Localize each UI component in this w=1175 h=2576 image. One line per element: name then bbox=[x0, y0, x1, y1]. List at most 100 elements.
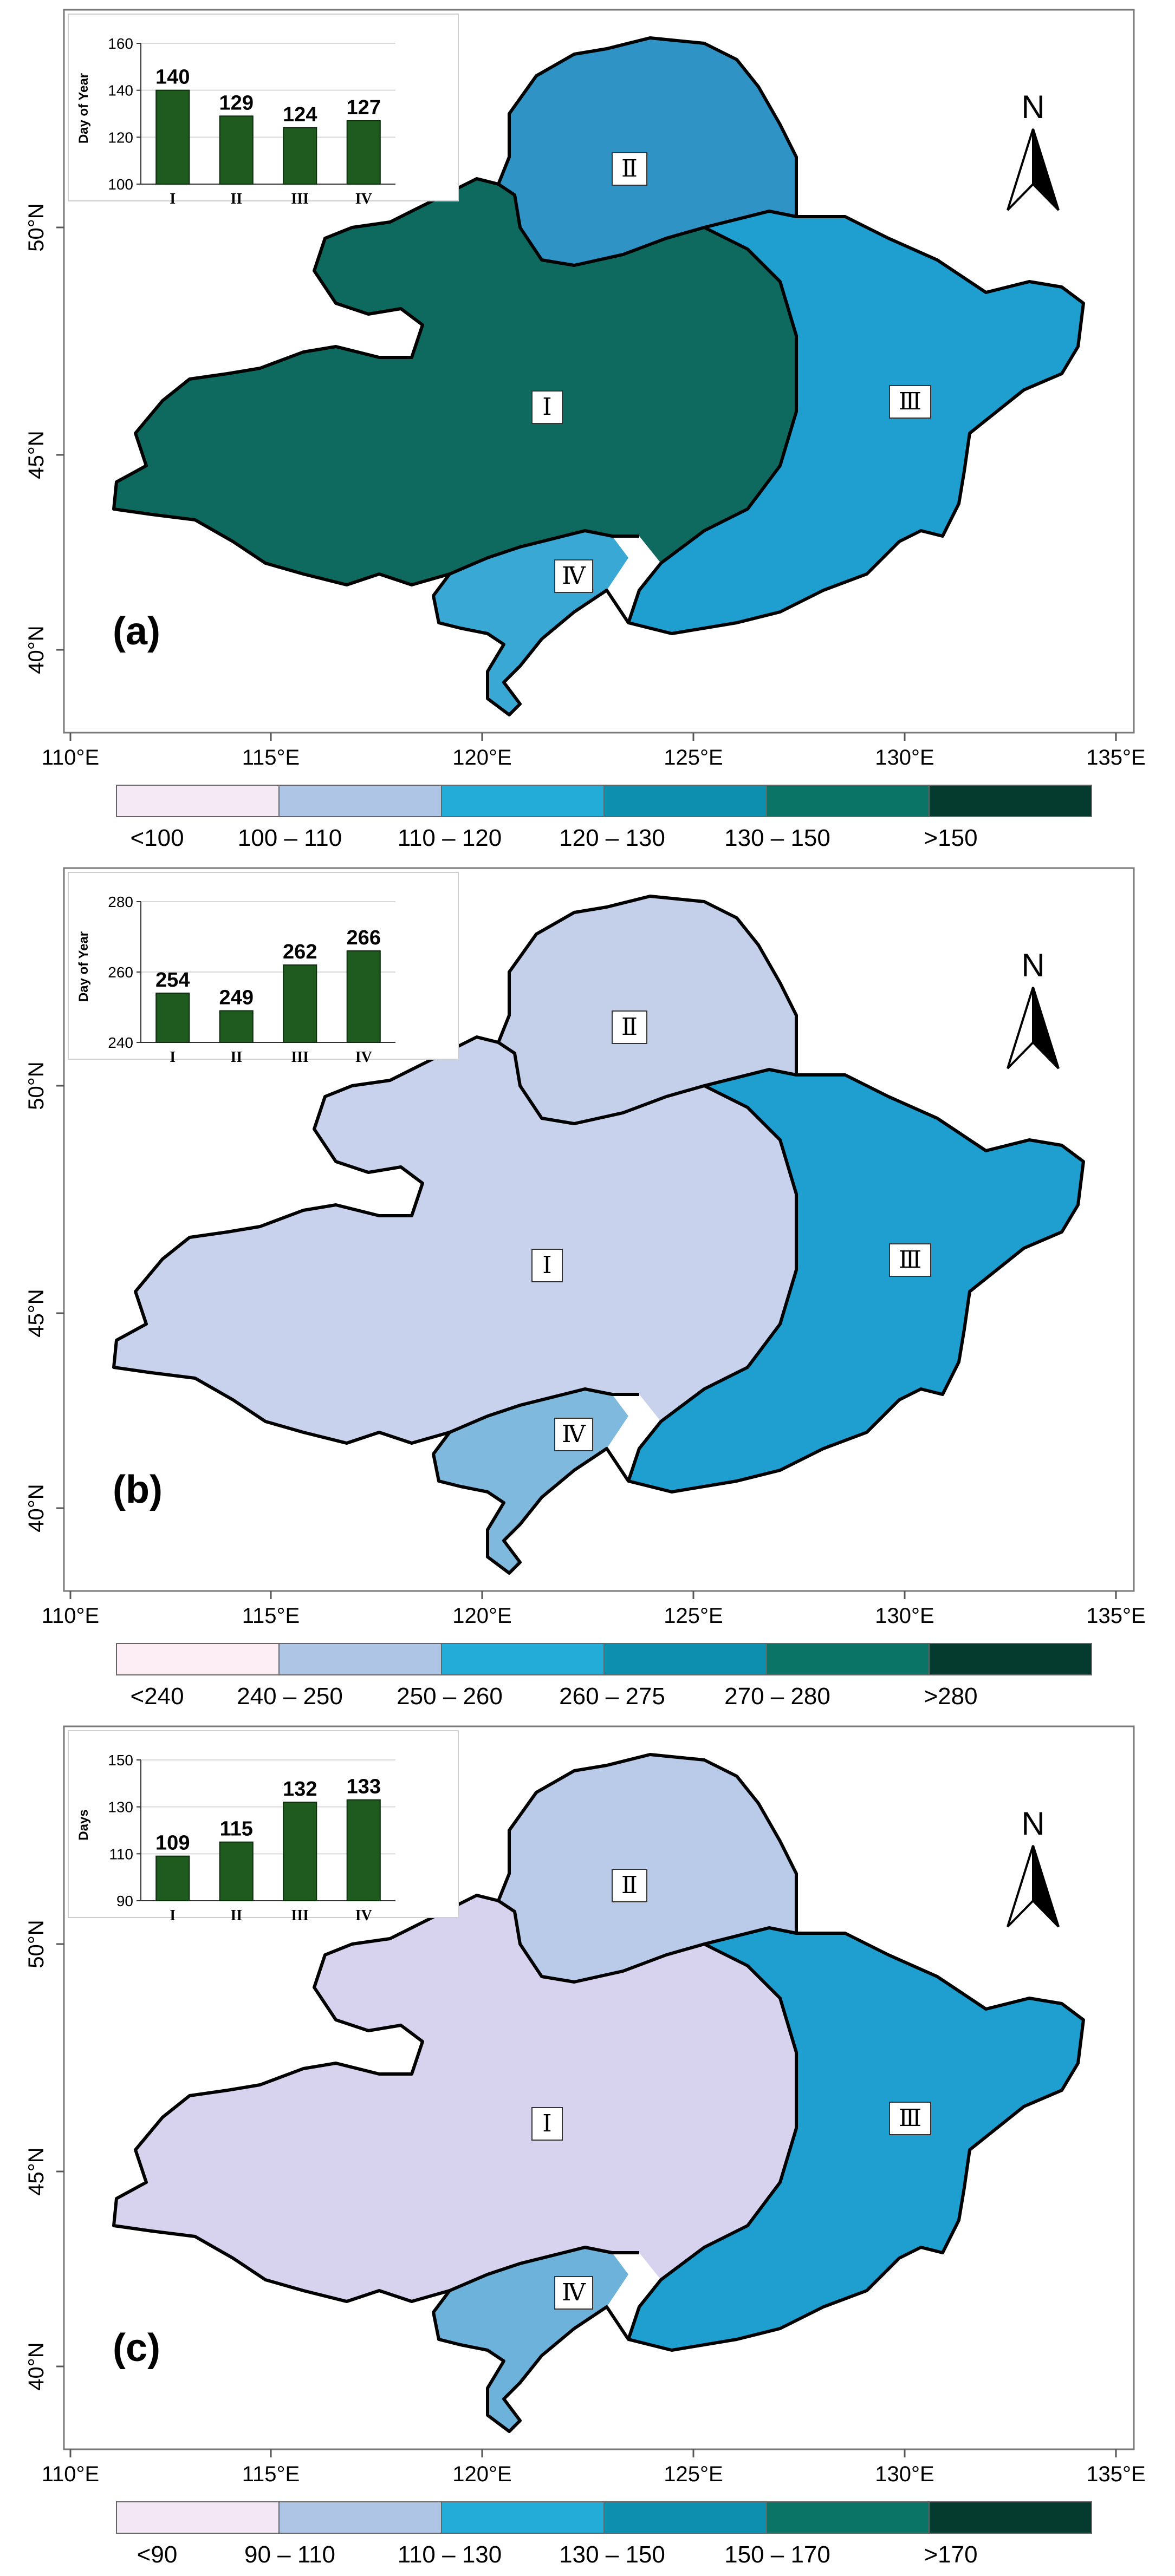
inset-y-tick-label: 150 bbox=[108, 1752, 133, 1769]
inset-y-tick-label: 240 bbox=[108, 1034, 133, 1051]
legend-swatch bbox=[766, 1643, 930, 1675]
svg-text:Ⅳ: Ⅳ bbox=[562, 2279, 586, 2306]
svg-text:Ⅲ: Ⅲ bbox=[899, 1247, 921, 1273]
legend-swatch bbox=[116, 2501, 280, 2534]
inset-y-axis-label: Day of Year bbox=[76, 931, 91, 1002]
legend-swatch bbox=[603, 1643, 767, 1675]
lon-tick-label: 110°E bbox=[42, 1604, 99, 1628]
region-label-iii: Ⅲ bbox=[889, 1243, 931, 1277]
inset-y-tick-label: 160 bbox=[108, 35, 133, 52]
inset-x-tick-label: III bbox=[291, 1907, 309, 1924]
legend-swatch bbox=[116, 785, 280, 817]
svg-text:Ⅰ: Ⅰ bbox=[542, 1252, 551, 1279]
map-panel-a: Ⅰ Ⅱ Ⅲ Ⅳ N (a) 110°E 115°E bbox=[0, 0, 1175, 856]
lon-tick-label: 135°E bbox=[1086, 2462, 1145, 2486]
svg-text:N: N bbox=[1021, 947, 1044, 983]
legend-label: >280 bbox=[924, 1683, 977, 1710]
inset-bar-ii bbox=[219, 115, 254, 185]
legend-label: >170 bbox=[924, 2541, 977, 2568]
inset-bar-value-label: 140 bbox=[155, 66, 190, 89]
inset-bar-value-label: 132 bbox=[283, 1778, 317, 1801]
lon-tick-label: 120°E bbox=[452, 1604, 511, 1628]
region-label-iii: Ⅲ bbox=[889, 2102, 931, 2135]
inset-bar-chart: Day of Year 100 120 140 160 140 I 129 II 124 III 1… bbox=[68, 14, 459, 207]
lon-tick-label: 120°E bbox=[452, 746, 511, 769]
inset-x-tick-label: IV bbox=[355, 1907, 372, 1924]
svg-text:N: N bbox=[1021, 89, 1044, 125]
inset-bar-iii bbox=[283, 964, 317, 1043]
territory-outline bbox=[112, 895, 1085, 1575]
region-i-area bbox=[114, 1037, 796, 1443]
inset-bar-iii bbox=[283, 1802, 317, 1901]
region-label-iv: Ⅳ bbox=[554, 559, 593, 593]
inset-y-tick-label: 140 bbox=[108, 82, 133, 99]
legend-swatch bbox=[929, 2501, 1092, 2534]
inset-bar-value-label: 127 bbox=[347, 96, 381, 119]
legend-label: 110 – 120 bbox=[398, 825, 502, 851]
legend-label: 130 – 150 bbox=[724, 825, 830, 851]
legend-swatch bbox=[278, 785, 442, 817]
map-figure: Ⅰ Ⅱ Ⅲ Ⅳ N (c) 110°E 115°E bbox=[24, 1725, 1146, 2568]
inset-x-tick-label: II bbox=[230, 1049, 242, 1066]
region-boundary bbox=[449, 2245, 639, 2292]
svg-text:Ⅳ: Ⅳ bbox=[562, 563, 586, 589]
inset-x-tick-label: III bbox=[291, 191, 309, 207]
lat-tick-label: 40°N bbox=[24, 1484, 48, 1532]
lon-tick-label: 125°E bbox=[664, 746, 723, 769]
lon-tick-label: 125°E bbox=[664, 2462, 723, 2486]
map-panel-c: Ⅰ Ⅱ Ⅲ Ⅳ N (c) 110°E 115°E bbox=[0, 1717, 1175, 2572]
lat-tick-label: 45°N bbox=[24, 1289, 48, 1337]
region-boundary bbox=[704, 1067, 797, 1087]
legend-label: 270 – 280 bbox=[724, 1683, 830, 1710]
inset-y-tick-label: 130 bbox=[108, 1799, 133, 1816]
lon-tick-label: 125°E bbox=[664, 1604, 723, 1628]
north-arrow: N bbox=[1007, 947, 1060, 1069]
svg-text:Ⅲ: Ⅲ bbox=[899, 388, 921, 415]
region-boundary bbox=[449, 529, 639, 576]
legend-label: <100 bbox=[130, 825, 184, 851]
inset-bar-iii bbox=[283, 127, 317, 185]
legend-label: 120 – 130 bbox=[559, 825, 665, 851]
lon-tick-label: 115°E bbox=[242, 2462, 300, 2486]
color-legend: <100 100 – 110 110 – 120 120 – 130 130 – 150… bbox=[116, 785, 1092, 851]
inset-bar-value-label: 249 bbox=[219, 987, 254, 1009]
inset-y-tick-label: 280 bbox=[108, 894, 133, 910]
lat-tick-label: 50°N bbox=[24, 203, 48, 251]
region-label-i: Ⅰ bbox=[531, 2107, 563, 2141]
inset-bar-value-label: 124 bbox=[283, 103, 317, 126]
region-iii-area bbox=[628, 1928, 1083, 2350]
inset-y-tick-label: 100 bbox=[108, 176, 133, 193]
lat-tick-label: 45°N bbox=[24, 431, 48, 479]
inset-x-tick-label: I bbox=[170, 1907, 176, 1924]
inset-x-tick-label: II bbox=[230, 191, 242, 207]
inset-x-tick-label: I bbox=[170, 1049, 176, 1066]
legend-swatch bbox=[441, 2501, 605, 2534]
legend-label: 250 – 260 bbox=[397, 1683, 503, 1710]
inset-bar-chart: Day of Year 240 260 280 254 I 249 II 262 III 266 I… bbox=[68, 872, 459, 1066]
inset-background bbox=[68, 1730, 459, 1918]
inset-bar-value-label: 254 bbox=[155, 969, 190, 992]
legend-swatch bbox=[929, 1643, 1092, 1675]
lon-tick-label: 135°E bbox=[1086, 746, 1145, 769]
panel-label: (a) bbox=[113, 610, 160, 653]
inset-bar-value-label: 266 bbox=[347, 927, 381, 949]
inset-y-tick-label: 110 bbox=[109, 1845, 133, 1862]
region-boundary bbox=[704, 1926, 797, 1946]
legend-label: 130 – 150 bbox=[559, 2541, 665, 2568]
inset-bar-ii bbox=[219, 1010, 254, 1043]
inset-background bbox=[68, 872, 459, 1060]
region-label-ii: Ⅱ bbox=[612, 1010, 647, 1044]
inset-bar-i bbox=[155, 89, 190, 185]
legend-label: <240 bbox=[130, 1683, 184, 1710]
longitude-axis: 110°E 115°E 120°E 125°E 130°E 135°E bbox=[42, 1591, 1146, 1628]
inset-bar-ii bbox=[219, 1841, 254, 1902]
lon-tick-label: 135°E bbox=[1086, 1604, 1145, 1628]
inset-y-axis-label: Day of Year bbox=[76, 73, 91, 144]
region-label-i: Ⅰ bbox=[531, 390, 563, 424]
legend-swatch bbox=[441, 1643, 605, 1675]
inset-bar-i bbox=[155, 1855, 190, 1901]
lon-tick-label: 120°E bbox=[452, 2462, 511, 2486]
inset-bar-value-label: 115 bbox=[220, 1818, 253, 1841]
legend-swatch bbox=[278, 2501, 442, 2534]
legend-swatch bbox=[766, 785, 930, 817]
